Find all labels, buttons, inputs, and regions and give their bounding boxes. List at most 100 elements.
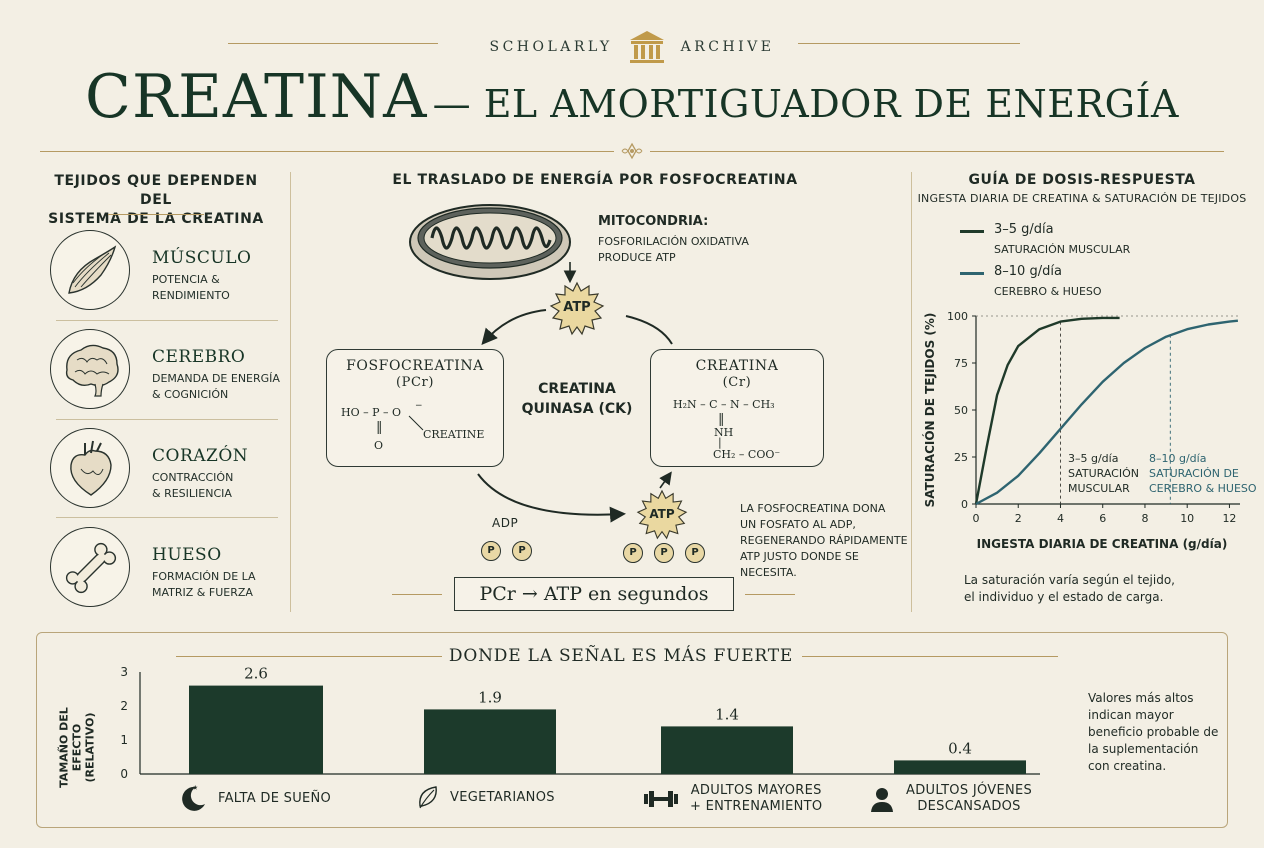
- tissues-heading-rule: [108, 214, 204, 215]
- x-tick-label: 12: [1222, 512, 1236, 525]
- dose-note-line1: La saturación varía según el tejido,: [964, 573, 1175, 587]
- atp-label: ATP: [563, 300, 591, 315]
- bars-note-line5: con creatina.: [1088, 759, 1167, 773]
- cr-bond-bar: |: [718, 436, 722, 449]
- creatine-kinase-label: CREATINA QUINASA (CK): [512, 379, 642, 419]
- phosphate-icon: P: [512, 541, 532, 561]
- divider-left: [290, 172, 291, 612]
- category-label-line1: ADULTOS MAYORES: [690, 783, 822, 798]
- bars-ylabel-line2: (RELATIVO): [83, 712, 97, 783]
- bar-value-label: 1.9: [478, 688, 502, 706]
- tissue-name: CEREBRO: [152, 347, 246, 367]
- pcr-creatine: CREATINE: [423, 428, 485, 441]
- series-line-muscle: [974, 316, 1120, 505]
- annotation-brain-bone: 8–10 g/día SATURACIÓN DE CEREBRO & HUESO: [1149, 451, 1257, 496]
- tissue-desc: FORMACIÓN DE LA MATRIZ & FUERZA: [152, 569, 282, 601]
- muscle-icon: [50, 230, 130, 310]
- pcr-formula: HO – P – O: [341, 406, 402, 419]
- bars-rule-left: [176, 656, 442, 657]
- cr-row1: H₂N – C – N – CH₃: [673, 398, 775, 411]
- annotation-brain-line2: SATURACIÓN DE: [1149, 467, 1239, 480]
- pcr-oxygen: O: [374, 439, 384, 452]
- signal-bar-chart: 0 1 2 3 2.6 1.9 1.4 0.4: [120, 665, 1040, 781]
- tissue-name: MÚSCULO: [152, 248, 252, 268]
- category-label: FALTA DE SUEÑO: [218, 790, 332, 806]
- tissue-desc-line2: RENDIMIENTO: [152, 289, 230, 302]
- brand: SCHOLARLY ARCHIVE: [458, 31, 806, 63]
- annotation-muscle-line3: MUSCULAR: [1068, 482, 1130, 495]
- atp-badge-bottom: ATP: [636, 489, 688, 541]
- pcr-abbr: (PCr): [395, 375, 435, 390]
- category-sleep: FALTA DE SUEÑO: [178, 784, 331, 812]
- bar: [189, 685, 323, 774]
- category-label-line2: DESCANSADOS: [917, 799, 1021, 814]
- donate-line1: LA FOSFOCREATINA DONA: [740, 502, 886, 515]
- tissue-bone: HUESO FORMACIÓN DE LA MATRIZ & FUERZA: [50, 527, 280, 617]
- tissue-desc-line1: FORMACIÓN DE LA: [152, 570, 256, 583]
- brand-right: ARCHIVE: [680, 39, 775, 55]
- tissue-brain: CEREBRO DEMANDA DE ENERGÍA & COGNICIÓN: [50, 329, 280, 419]
- y-tick-label: 50: [954, 404, 968, 417]
- category-label: VEGETARIANOS: [450, 789, 555, 805]
- y-axis-label: SATURACIÓN DE TEJIDOS (%): [922, 313, 937, 508]
- donate-note: LA FOSFOCREATINA DONA UN FOSFATO AL ADP,…: [740, 501, 910, 581]
- atp-badge-top: ATP: [549, 281, 605, 337]
- bars-title: DONDE LA SEÑAL ES MÁS FUERTE: [448, 646, 794, 666]
- x-tick-label: 2: [1015, 512, 1022, 525]
- annotation-muscle: 3–5 g/día SATURACIÓN MUSCULAR: [1068, 451, 1139, 496]
- tissue-muscle: MÚSCULO POTENCIA & RENDIMIENTO: [50, 230, 280, 320]
- summary-rule-left: [392, 594, 442, 595]
- atp-star-icon: [549, 281, 605, 336]
- header-rule-right: [798, 43, 1020, 44]
- bars-note-line2: indican mayor: [1088, 708, 1174, 722]
- heart-icon: [50, 428, 130, 508]
- annotation-brain-line3: CEREBRO & HUESO: [1149, 482, 1257, 495]
- tissue-desc-line1: DEMANDA DE ENERGÍA: [152, 372, 280, 385]
- bars-rule-right: [802, 656, 1058, 657]
- brain-icon: [50, 329, 130, 409]
- tissue-desc-line2: & COGNICIÓN: [152, 388, 229, 401]
- title-sub: — EL AMORTIGUADOR DE ENERGÍA: [432, 82, 1179, 126]
- phosphate-icon: P: [654, 543, 674, 563]
- bar-value-label: 2.6: [244, 665, 268, 683]
- tissues-heading: TEJIDOS QUE DEPENDEN DEL SISTEMA DE LA C…: [36, 172, 276, 229]
- brand-left: SCHOLARLY: [489, 39, 613, 55]
- person-icon: [871, 788, 893, 812]
- tissue-separator: [56, 320, 278, 321]
- category-label: ADULTOS JÓVENES DESCANSADOS: [906, 783, 1032, 815]
- institution-icon: [629, 31, 664, 63]
- cycle-arrows: [477, 262, 673, 523]
- donate-line4: ATP JUSTO DONDE SE NECESITA.: [740, 550, 859, 579]
- moon-icon: [182, 785, 205, 811]
- summary-rule-right: [745, 594, 795, 595]
- adp-label: ADP: [492, 516, 519, 530]
- category-young-adults: ADULTOS JÓVENES DESCANSADOS: [868, 783, 1032, 815]
- signal-panel: [36, 632, 1228, 828]
- legend-dose-muscle: 3–5 g/día: [994, 222, 1054, 237]
- tissue-separator: [56, 517, 278, 518]
- title-rule-right: [650, 151, 1224, 152]
- bars-note-line4: la suplementación: [1088, 742, 1199, 756]
- atp-label: ATP: [649, 507, 675, 521]
- category-label-line2: + ENTRENAMIENTO: [690, 799, 823, 814]
- donate-line2: UN FOSFATO AL ADP,: [740, 518, 856, 531]
- tissue-desc: DEMANDA DE ENERGÍA & COGNICIÓN: [152, 371, 282, 403]
- category-label: ADULTOS MAYORES + ENTRENAMIENTO: [690, 783, 822, 815]
- y-tick-label: 75: [954, 357, 968, 370]
- bone-icon: [50, 527, 130, 607]
- legend-dose-brain-bone: 8–10 g/día: [994, 264, 1062, 279]
- pcr-name: FOSFOCREATINA: [346, 358, 484, 374]
- atp-star-icon: [636, 489, 688, 540]
- x-tick-label: 6: [1099, 512, 1106, 525]
- ck-line2: QUINASA (CK): [521, 401, 633, 417]
- tissue-name: HUESO: [152, 545, 222, 565]
- pcr-double-bond: ‖: [376, 420, 383, 435]
- shuttle-heading: EL TRASLADO DE ENERGÍA POR FOSFOCREATINA: [392, 172, 798, 188]
- annotation-brain-line1: 8–10 g/día: [1149, 452, 1207, 465]
- category-label-line1: ADULTOS JÓVENES: [906, 783, 1033, 798]
- mitochondria-icon: [409, 204, 571, 280]
- title-main: CREATINA: [85, 62, 428, 132]
- bars-y-tick-label: 2: [120, 699, 128, 713]
- legend-label-muscle: SATURACIÓN MUSCULAR: [994, 243, 1131, 256]
- tissue-desc-line2: MATRIZ & FUERZA: [152, 586, 253, 599]
